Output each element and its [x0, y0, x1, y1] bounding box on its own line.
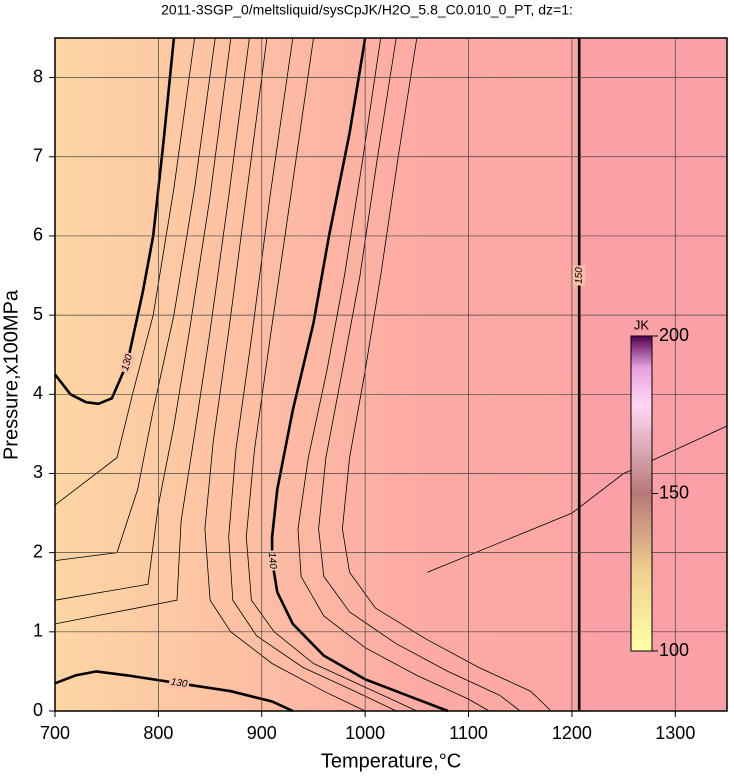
- x-tick-label: 700: [40, 723, 70, 743]
- x-tick-label: 1200: [552, 723, 592, 743]
- y-tick-label: 2: [33, 541, 43, 561]
- contour-line: [270, 37, 449, 713]
- contour-line: [245, 37, 417, 712]
- x-tick-label: 1100: [449, 723, 488, 743]
- y-tick-label: 3: [33, 462, 43, 482]
- colorbar-label: JK: [634, 317, 650, 332]
- y-tick-label: 6: [33, 225, 43, 245]
- colorbar: [630, 335, 653, 652]
- y-tick-label: 0: [33, 700, 43, 720]
- contour-line: [54, 37, 250, 625]
- contour-label: 140: [266, 552, 279, 570]
- contour-line: [228, 37, 397, 712]
- contour-label: 130: [170, 677, 189, 690]
- x-tick-label: 800: [143, 723, 173, 743]
- y-tick-label: 4: [33, 383, 43, 403]
- plot-frame: [54, 37, 728, 712]
- contour-label-bg: [118, 351, 136, 374]
- contour-label-bg: [168, 675, 190, 691]
- contour-line: [54, 670, 294, 713]
- chart-title: 2011-3SGP_0/meltsliquid/sysCpJK/H2O_5.8_…: [161, 2, 573, 18]
- x-tick-label: 900: [247, 723, 277, 743]
- contour-line: [54, 37, 232, 601]
- contour-label: 130: [120, 353, 135, 373]
- colorbar-tick-label: 200: [659, 325, 689, 345]
- colorbar-tick-label: 100: [659, 640, 689, 660]
- contour-line: [204, 37, 366, 712]
- contour-line: [54, 37, 195, 506]
- y-tick-label: 8: [33, 66, 43, 86]
- contour-label-bg: [265, 550, 280, 572]
- x-tick-label: 1000: [345, 723, 385, 743]
- contour-label: 150: [574, 267, 585, 284]
- contour-line: [341, 37, 552, 712]
- y-tick-label: 1: [33, 621, 43, 641]
- y-tick-label: 5: [33, 304, 43, 324]
- y-axis-label: Pressure,x100MPa: [0, 289, 22, 460]
- contour-label-bg: [573, 265, 586, 286]
- colorbar-tick-label: 150: [659, 482, 689, 502]
- high-region: [579, 38, 727, 711]
- y-tick-label: 7: [33, 146, 43, 166]
- x-tick-label: 1300: [655, 723, 695, 743]
- x-axis-label: Temperature,°C: [321, 750, 461, 772]
